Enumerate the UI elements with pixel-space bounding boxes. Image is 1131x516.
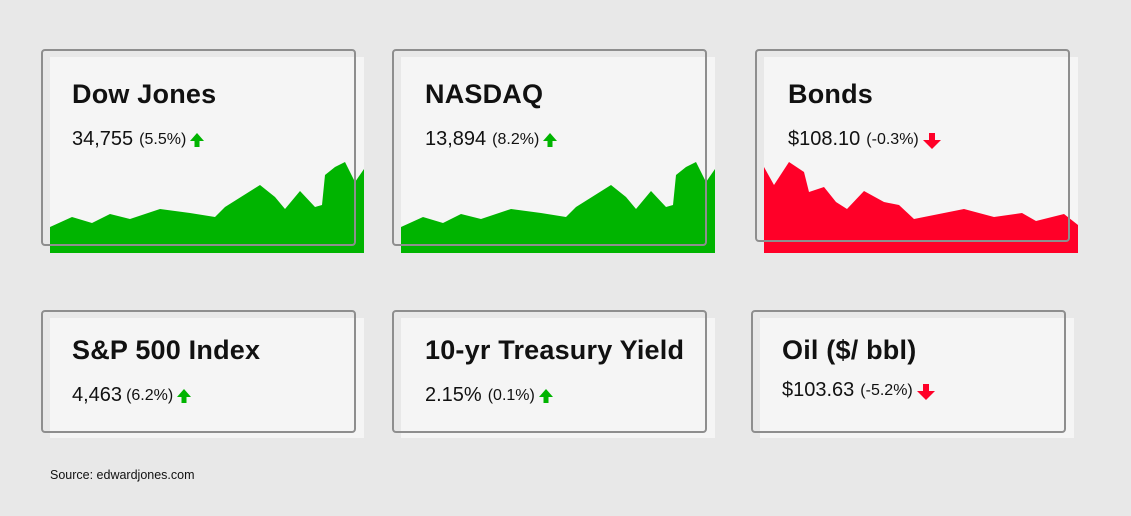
arrow-up-icon [176, 388, 192, 404]
card-title: Oil ($/ bbl) [782, 335, 917, 365]
sparkline-area-down [764, 162, 1078, 253]
sparkline-chart [50, 162, 364, 253]
source-caption: Source: edwardjones.com [50, 468, 195, 482]
card-title: NASDAQ [425, 79, 544, 109]
card-change: (0.1%) [487, 386, 535, 404]
card-title: Dow Jones [72, 79, 217, 109]
card-value: $103.63 [782, 379, 855, 401]
card-change: (-5.2%) [860, 381, 913, 399]
card-value-line: 13,894 (8.2%) [425, 128, 558, 151]
card-value: 13,894 [425, 128, 487, 150]
arrow-up-icon [542, 132, 558, 148]
card-change: (5.5%) [139, 130, 187, 148]
card-value: 4,463 [72, 384, 123, 406]
card-change: (-0.3%) [866, 130, 919, 148]
sparkline-area-up [50, 162, 364, 253]
arrow-up-icon [538, 388, 554, 404]
sparkline-chart [764, 162, 1078, 253]
arrow-down-icon [922, 132, 942, 149]
card-background [760, 318, 1074, 438]
card-background [50, 318, 364, 438]
card-value-line: 4,463 (6.2%) [72, 384, 192, 407]
card-title: S&P 500 Index [72, 335, 261, 365]
card-value: $108.10 [788, 128, 861, 150]
card-title: Bonds [788, 79, 873, 109]
card-value-line: $103.63 (-5.2%) [782, 379, 936, 402]
sparkline-chart [401, 162, 715, 253]
arrow-down-icon [916, 383, 936, 400]
sparkline-area-up [401, 162, 715, 253]
card-change: (6.2%) [126, 386, 174, 404]
card-value-line: $108.10 (-0.3%) [788, 128, 942, 151]
card-value-line: 2.15% (0.1%) [425, 384, 554, 407]
card-change: (8.2%) [492, 130, 540, 148]
card-background [401, 318, 715, 438]
card-value: 34,755 [72, 128, 134, 150]
card-value: 2.15% [425, 384, 482, 406]
card-title: 10-yr Treasury Yield [425, 335, 685, 365]
card-value-line: 34,755 (5.5%) [72, 128, 205, 151]
arrow-up-icon [189, 132, 205, 148]
